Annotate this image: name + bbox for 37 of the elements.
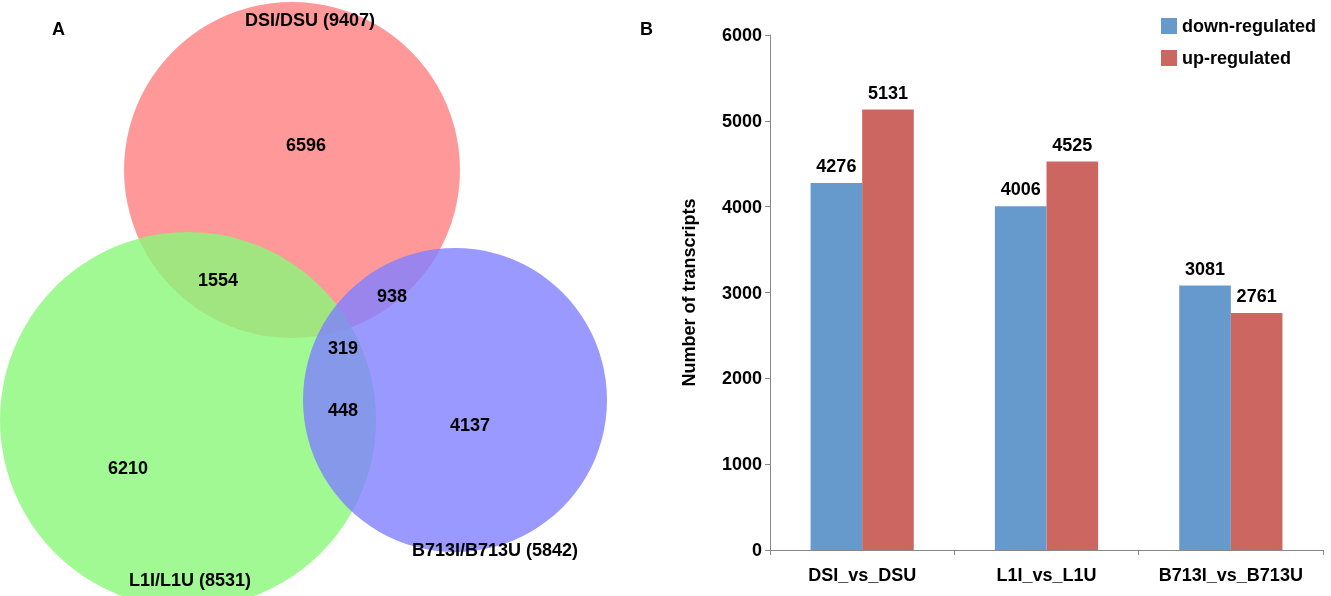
bar <box>1046 161 1099 550</box>
chart-title: B <box>640 19 653 39</box>
data-label: 4276 <box>816 155 857 176</box>
text: A <box>52 19 65 39</box>
y-tick-label: 1000 <box>721 454 762 475</box>
x-tick-label: DSI_vs_DSU <box>808 565 917 585</box>
category-label: DSI/DSU (9407) <box>244 10 376 30</box>
x-tick-label: B713I_vs_B713U <box>1158 565 1303 585</box>
y-axis-title: Number of transcripts <box>679 198 699 387</box>
text: 4137 <box>449 415 491 435</box>
text: 938 <box>376 286 408 306</box>
legend-label: down-regulated <box>1182 16 1316 36</box>
bar <box>862 109 914 550</box>
y-tick-label: 4000 <box>721 196 762 217</box>
y-tick-label: 3000 <box>721 282 762 303</box>
legend-label: up-regulated <box>1182 48 1292 68</box>
text: 319 <box>327 338 359 358</box>
bar <box>994 206 1047 550</box>
data-label: 2761 <box>1236 286 1277 307</box>
y-tick-label: 5000 <box>721 110 762 131</box>
data-label: 5131 <box>867 82 908 103</box>
data-label: 4006 <box>1000 179 1041 200</box>
y-tick-label: 2000 <box>721 368 762 389</box>
bar <box>1179 285 1231 550</box>
data-label: 3081 <box>1185 258 1226 279</box>
bar <box>810 182 863 550</box>
x-tick-label: L1I_vs_L1U <box>996 565 1097 585</box>
category-label: L1I/L1U (8531) <box>128 570 252 590</box>
text: 6210 <box>107 458 149 478</box>
text: 448 <box>327 400 359 420</box>
bar <box>1230 313 1283 550</box>
data-label: 4525 <box>1052 134 1093 155</box>
y-tick-label: 0 <box>751 540 762 560</box>
category-label: B713I/B713U (5842) <box>411 540 579 560</box>
text: 6596 <box>285 135 327 155</box>
text: 1554 <box>197 270 239 290</box>
y-tick-label: 6000 <box>721 25 762 45</box>
